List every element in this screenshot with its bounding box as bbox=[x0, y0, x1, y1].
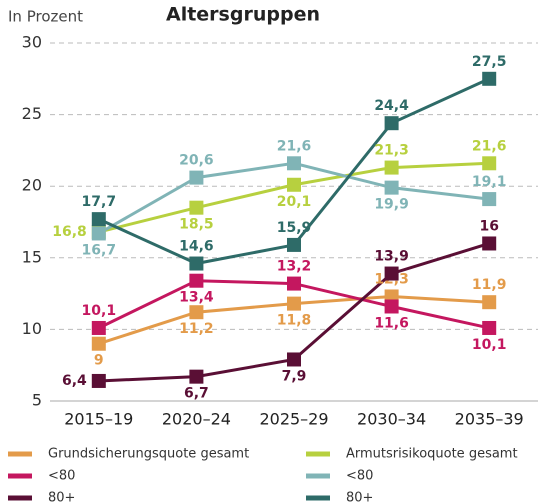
y-tick-label: 25 bbox=[22, 104, 42, 123]
marker bbox=[189, 170, 204, 185]
data-label: 14,6 bbox=[179, 239, 214, 255]
legend-label: Armutsrisikoquote gesamt bbox=[346, 447, 518, 462]
data-label: 19,1 bbox=[472, 174, 507, 190]
data-label: 18,5 bbox=[179, 217, 214, 233]
marker bbox=[91, 336, 106, 351]
data-label: 16,7 bbox=[82, 242, 117, 258]
legend-label: Grundsicherungsquote gesamt bbox=[48, 447, 249, 462]
marker bbox=[189, 200, 204, 215]
marker bbox=[287, 276, 301, 291]
marker bbox=[482, 295, 497, 310]
marker bbox=[287, 352, 301, 367]
data-label: 9 bbox=[94, 353, 104, 369]
y-tick-label: 15 bbox=[22, 247, 42, 266]
marker bbox=[91, 226, 106, 241]
data-label: 27,5 bbox=[472, 54, 507, 70]
data-label: 7,9 bbox=[282, 368, 307, 384]
data-label: 13,9 bbox=[374, 249, 409, 265]
x-tick-label: 2015–19 bbox=[64, 410, 133, 429]
legend-label: <80 bbox=[48, 469, 75, 484]
x-tick-label: 2035–39 bbox=[455, 410, 524, 429]
data-label: 19,9 bbox=[374, 197, 409, 213]
data-label: 15,9 bbox=[277, 220, 312, 236]
marker bbox=[482, 320, 497, 335]
x-tick-label: 2030–34 bbox=[357, 410, 426, 429]
data-label: 16 bbox=[479, 218, 498, 234]
y-tick-label: 5 bbox=[32, 391, 42, 410]
marker bbox=[91, 212, 106, 227]
data-label: 11,8 bbox=[277, 313, 312, 329]
data-label: 13,2 bbox=[277, 259, 312, 275]
marker bbox=[189, 256, 204, 271]
data-label: 21,3 bbox=[374, 143, 409, 159]
marker bbox=[482, 156, 497, 171]
data-label: 11,6 bbox=[374, 315, 409, 331]
data-label: 16,8 bbox=[52, 224, 87, 240]
legend-label: <80 bbox=[346, 469, 373, 484]
data-label: 17,7 bbox=[82, 194, 117, 210]
marker bbox=[287, 156, 301, 171]
marker bbox=[189, 369, 204, 384]
marker bbox=[384, 266, 399, 281]
marker bbox=[91, 320, 106, 335]
marker bbox=[384, 160, 399, 175]
marker bbox=[91, 373, 106, 388]
data-label: 24,4 bbox=[374, 98, 409, 114]
data-label: 21,6 bbox=[472, 138, 507, 154]
legend-label: 80+ bbox=[48, 491, 75, 504]
marker bbox=[287, 177, 301, 192]
x-tick-label: 2025–29 bbox=[259, 410, 328, 429]
data-label: 20,1 bbox=[277, 194, 312, 210]
marker bbox=[189, 273, 204, 288]
data-label: 11,2 bbox=[179, 321, 214, 337]
marker bbox=[287, 237, 301, 252]
x-tick-label: 2020–24 bbox=[162, 410, 231, 429]
data-label: 20,6 bbox=[179, 153, 214, 169]
y-axis-label: In Prozent bbox=[8, 8, 83, 26]
marker bbox=[287, 296, 301, 311]
data-label: 10,1 bbox=[472, 337, 507, 353]
marker bbox=[384, 299, 399, 314]
data-label: 13,4 bbox=[179, 290, 214, 306]
marker bbox=[384, 180, 399, 195]
legend-label: 80+ bbox=[346, 491, 373, 504]
data-label: 6,4 bbox=[62, 373, 87, 389]
marker bbox=[482, 192, 497, 207]
chart-title: Altersgruppen bbox=[166, 4, 320, 26]
marker bbox=[384, 116, 399, 131]
data-label: 11,9 bbox=[472, 277, 507, 293]
data-label: 10,1 bbox=[82, 303, 117, 319]
y-tick-label: 20 bbox=[22, 176, 42, 195]
marker bbox=[189, 305, 204, 320]
marker bbox=[482, 71, 497, 86]
marker bbox=[482, 236, 497, 251]
data-label: 21,6 bbox=[277, 138, 312, 154]
y-tick-label: 10 bbox=[22, 319, 42, 338]
y-tick-label: 30 bbox=[22, 33, 42, 52]
data-label: 6,7 bbox=[184, 386, 209, 402]
